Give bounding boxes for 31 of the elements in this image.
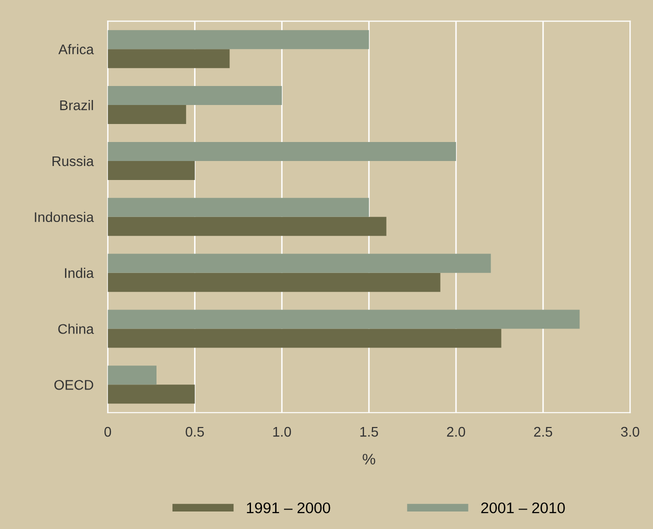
x-tick-label: 0 <box>104 426 112 437</box>
bar <box>108 49 230 68</box>
x-tick-label: 2.0 <box>447 426 466 437</box>
bar <box>108 254 491 273</box>
bar <box>108 366 156 385</box>
bar <box>108 310 580 329</box>
bar <box>108 216 386 236</box>
x-tick-label: 1.0 <box>273 426 291 437</box>
bar <box>108 86 282 106</box>
x-tick-label: 0.5 <box>186 426 204 437</box>
y-tick-label: China <box>58 324 94 334</box>
bar <box>108 272 440 292</box>
legend-label: 2001 – 2010 <box>481 502 565 514</box>
x-axis-title: % <box>362 454 376 465</box>
legend-label: 1991 – 2000 <box>246 502 330 514</box>
bar <box>108 198 369 217</box>
bar <box>108 142 456 161</box>
x-tick-label: 2.5 <box>534 426 552 437</box>
y-tick-label: Africa <box>58 44 94 54</box>
x-tick-label: 3.0 <box>621 426 640 437</box>
y-tick-label: Brazil <box>60 100 93 110</box>
y-tick-label: OECD <box>54 380 94 390</box>
bar <box>108 160 195 180</box>
bar <box>108 384 195 404</box>
bar <box>108 105 186 124</box>
bar <box>108 328 502 348</box>
y-tick-label: Indonesia <box>34 212 94 222</box>
y-tick-label: India <box>65 268 94 278</box>
y-tick-label: Russia <box>52 156 94 166</box>
x-tick-label: 1.5 <box>360 427 378 437</box>
bar <box>108 30 369 50</box>
